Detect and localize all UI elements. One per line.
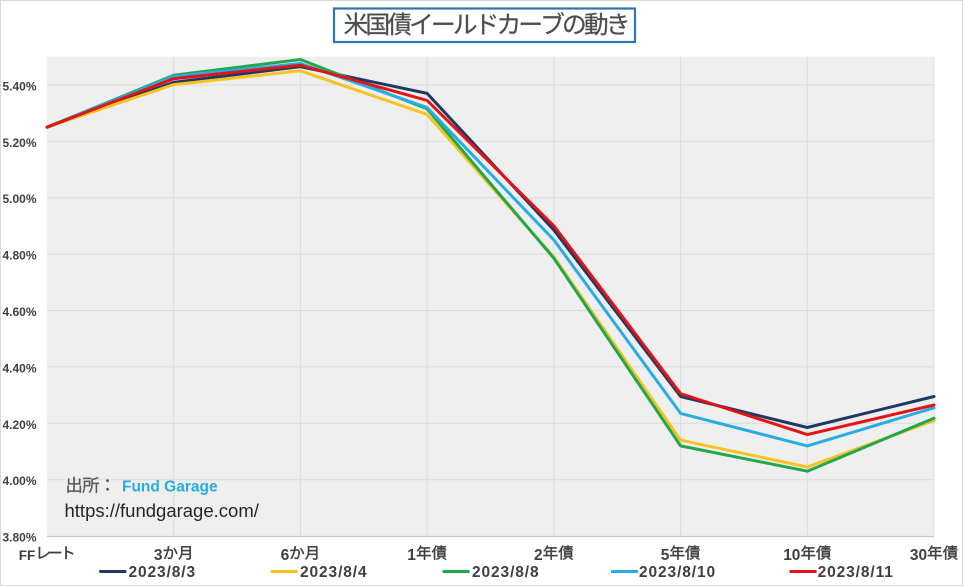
svg-text:4.40%: 4.40% [2, 361, 36, 375]
svg-text:30: 30 [910, 547, 927, 564]
svg-text:5.00%: 5.00% [2, 192, 36, 206]
svg-text:5: 5 [661, 547, 670, 564]
svg-text:2023/8/8: 2023/8/8 [472, 564, 540, 581]
svg-text:2023/8/3: 2023/8/3 [129, 564, 197, 581]
svg-text:4.00%: 4.00% [2, 474, 36, 488]
svg-text:2: 2 [534, 547, 543, 564]
svg-text:5.20%: 5.20% [2, 136, 36, 150]
svg-text:3: 3 [154, 547, 163, 564]
svg-text:https://fundgarage.com/: https://fundgarage.com/ [65, 500, 260, 521]
svg-text:2023/8/4: 2023/8/4 [300, 564, 368, 581]
svg-text:4.80%: 4.80% [2, 249, 36, 263]
svg-text:2023/8/11: 2023/8/11 [818, 564, 894, 581]
svg-text:4.20%: 4.20% [2, 418, 36, 432]
svg-text:6: 6 [281, 547, 290, 564]
svg-text:FF: FF [19, 548, 36, 563]
svg-text:2023/8/10: 2023/8/10 [639, 564, 716, 581]
svg-text:10: 10 [783, 547, 800, 564]
svg-text:3.80%: 3.80% [2, 531, 36, 545]
svg-text:4.60%: 4.60% [2, 305, 36, 319]
svg-text:5.40%: 5.40% [2, 79, 36, 93]
svg-text:Fund Garage: Fund Garage [122, 479, 218, 496]
svg-text:1: 1 [407, 547, 416, 564]
